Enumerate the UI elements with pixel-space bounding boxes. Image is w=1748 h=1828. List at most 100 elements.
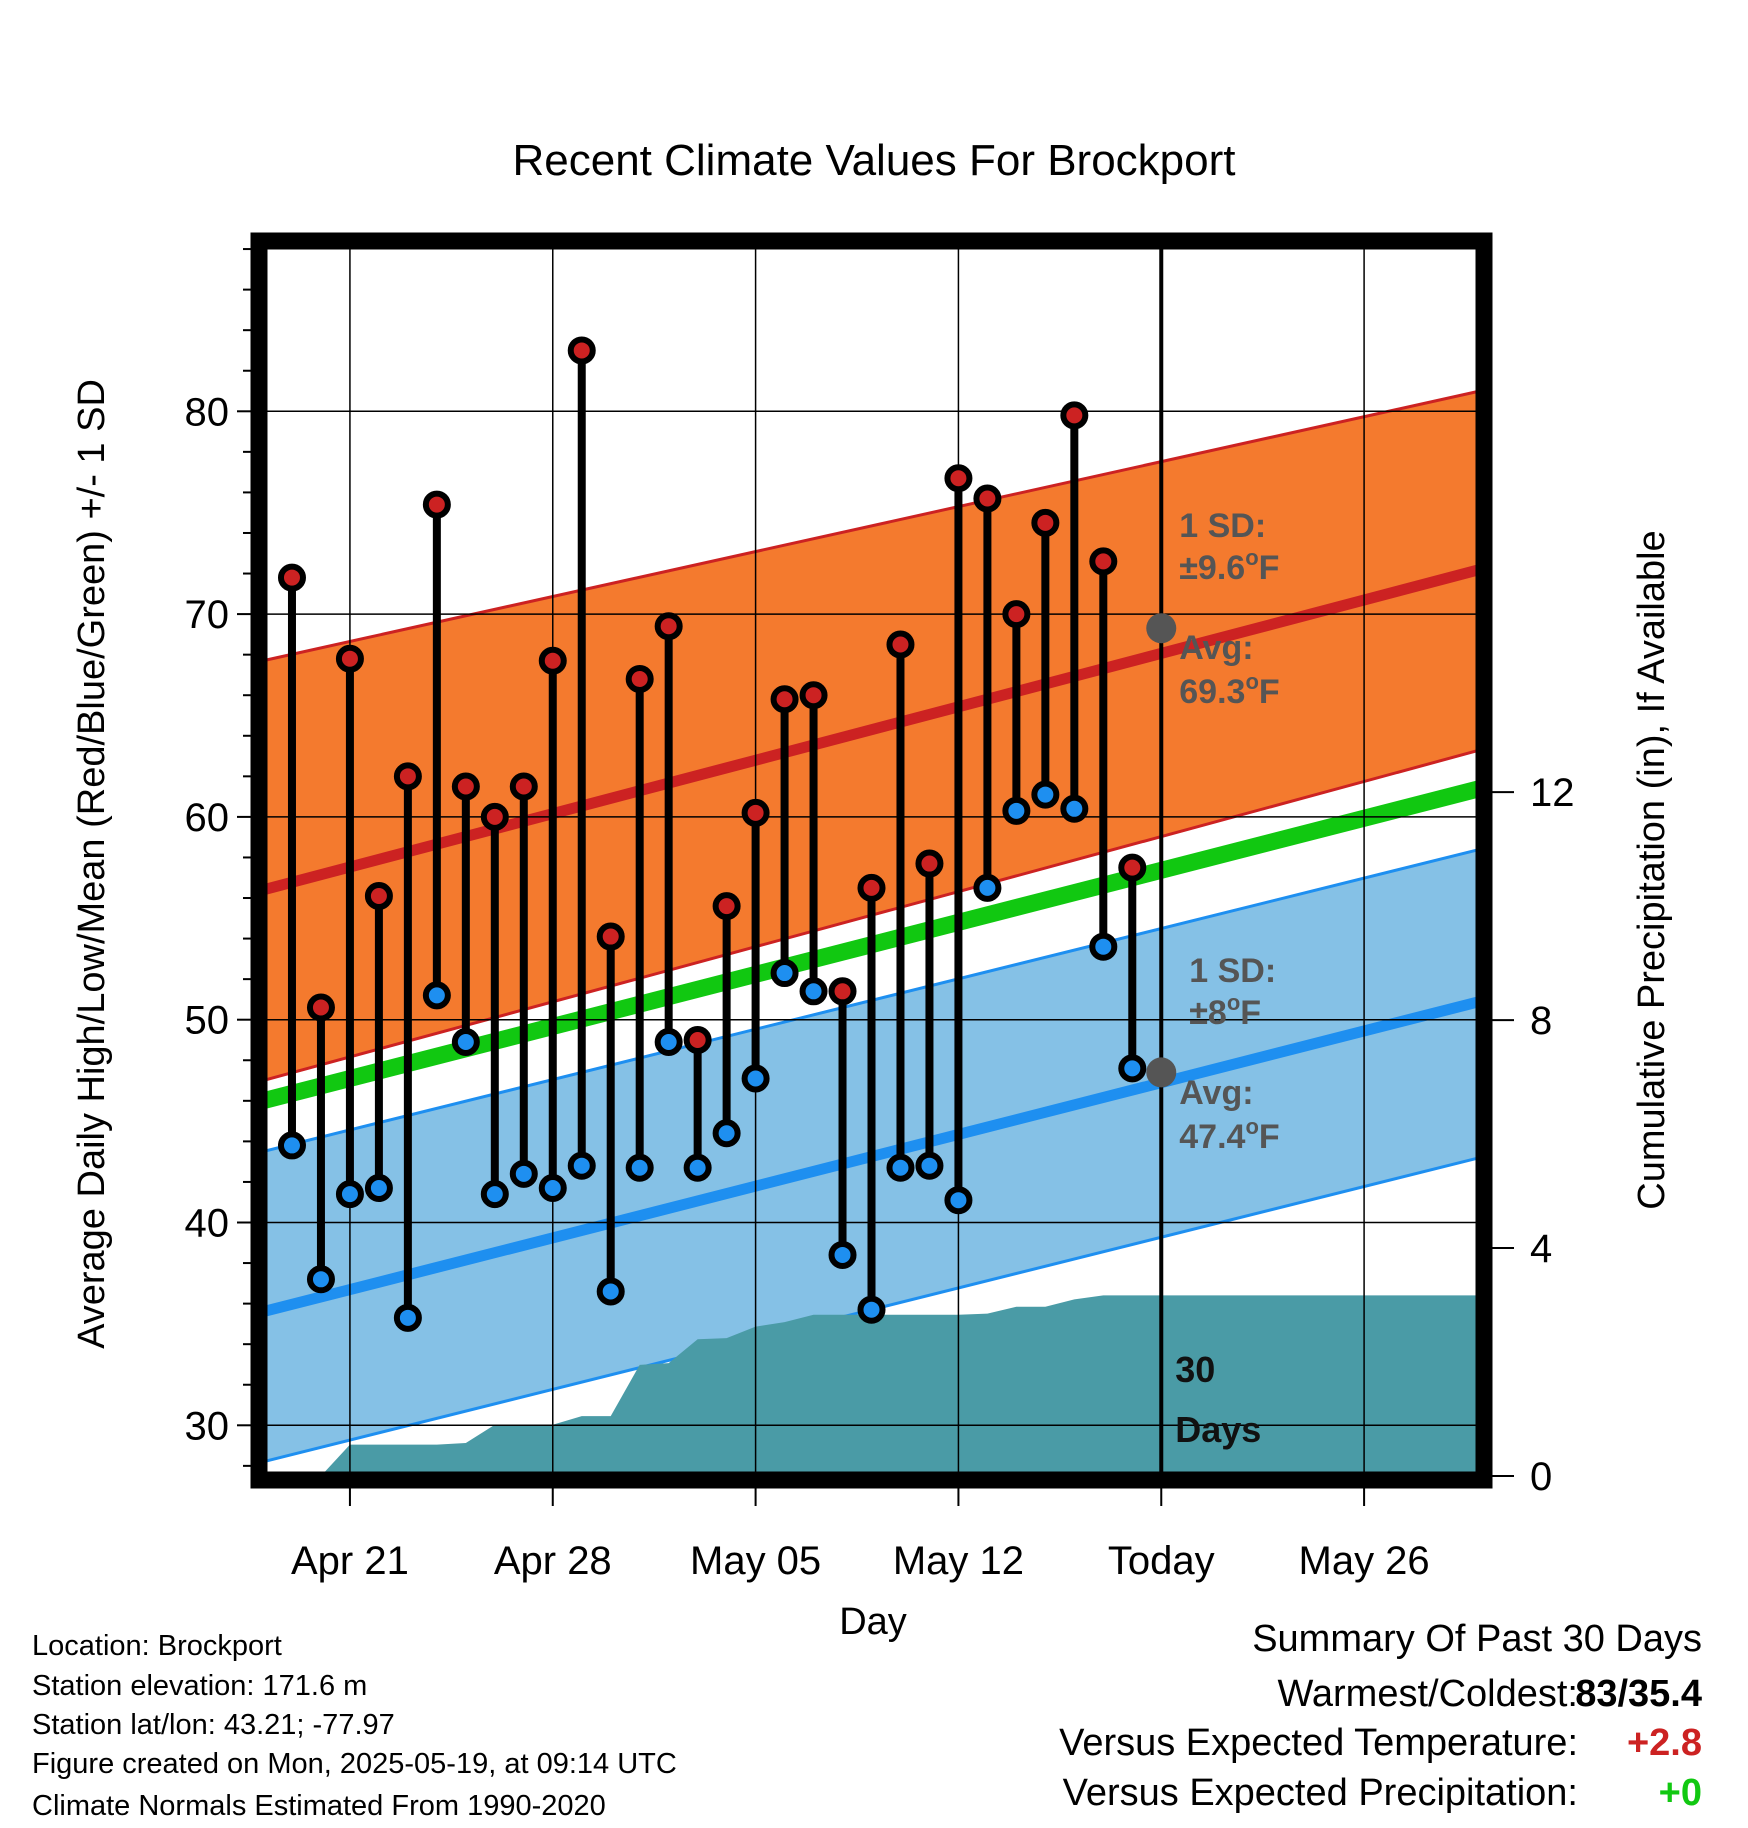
high-point	[886, 630, 915, 659]
summary-temp-row: Versus Expected Temperature: +2.8	[0, 1722, 1748, 1768]
daily-points	[277, 336, 1147, 1332]
high-point	[1060, 401, 1089, 430]
days-label-text: Days	[1175, 1409, 1261, 1450]
high-sd-degree: o	[1245, 545, 1258, 570]
summary-warmest-label: Warmest/Coldest:	[1277, 1673, 1578, 1715]
low-point	[422, 981, 451, 1010]
low-sd-value: ±8oF	[1189, 990, 1261, 1032]
low-point	[799, 977, 828, 1006]
summary-title: Summary Of Past 30 Days	[1252, 1618, 1702, 1660]
high-point	[306, 993, 335, 1022]
low-sd-unit: F	[1240, 994, 1261, 1032]
high-point	[741, 798, 770, 827]
low-point	[596, 1277, 625, 1306]
low-point	[683, 1153, 712, 1182]
low-point	[1118, 1054, 1147, 1083]
high-point	[973, 484, 1002, 513]
high-sd-band	[263, 391, 1480, 1081]
x-tick-label: May 12	[893, 1539, 1024, 1583]
low-point	[1060, 794, 1089, 823]
low-point	[480, 1180, 509, 1209]
low-point	[741, 1064, 770, 1093]
high-point	[335, 644, 364, 673]
low-sd-title: 1 SD:	[1189, 952, 1276, 990]
summary-temp-value: +2.8	[1626, 1722, 1702, 1764]
axes: 30 40 50 60 70 80 0 4 8 12 Apr 21 Apr 28 May 05 May 1…	[185, 248, 1575, 1583]
low-avg-unit: F	[1259, 1118, 1280, 1156]
low-avg-value: 47.4oF	[1179, 1114, 1279, 1156]
y2-tick-label: 12	[1530, 771, 1575, 815]
info-normals: Climate Normals Estimated From 1990-2020	[32, 1790, 606, 1822]
high-point	[393, 762, 422, 791]
low-point	[654, 1028, 683, 1057]
high-point	[451, 772, 480, 801]
high-point	[944, 464, 973, 493]
info-elevation: Station elevation: 171.6 m	[32, 1670, 368, 1702]
high-point	[712, 892, 741, 921]
low-point	[1089, 932, 1118, 961]
low-point	[857, 1295, 886, 1324]
high-sd-unit: F	[1259, 549, 1280, 587]
low-avg-marker	[1146, 1057, 1177, 1088]
high-point	[828, 977, 857, 1006]
high-avg-title: Avg:	[1179, 629, 1253, 667]
high-avg-degree: o	[1245, 669, 1258, 694]
high-point	[1002, 600, 1031, 629]
summary-warmest-value: 83/35.4	[1575, 1673, 1702, 1715]
y2-tick-label: 8	[1530, 999, 1552, 1043]
y2-tick-label: 4	[1530, 1227, 1552, 1271]
low-point	[828, 1240, 857, 1269]
y-tick-label: 50	[185, 999, 230, 1043]
high-point	[1118, 853, 1147, 882]
low-point	[306, 1265, 335, 1294]
low-point	[915, 1151, 944, 1180]
summary-warmest-row: Warmest/Coldest: 83/35.4	[0, 1673, 1748, 1719]
low-point	[538, 1174, 567, 1203]
low-point	[1002, 796, 1031, 825]
y-axis-label-left: Average Daily High/Low/Mean (Red/Blue/Gr…	[71, 379, 113, 1349]
high-point	[683, 1025, 712, 1054]
days-label-number: 30	[1175, 1349, 1215, 1390]
x-tick-label: Today	[1108, 1539, 1215, 1583]
x-tick-label: Apr 21	[291, 1539, 409, 1583]
info-created: Figure created on Mon, 2025-05-19, at 09…	[32, 1748, 677, 1780]
high-point	[567, 336, 596, 365]
high-sd-title: 1 SD:	[1179, 507, 1266, 545]
precipitation-cumulative-area	[263, 1295, 1480, 1476]
high-point	[915, 849, 944, 878]
y-axis-label-right: Cumulative Precipitation (in), If Availa…	[1631, 530, 1673, 1209]
low-point	[770, 959, 799, 988]
y-tick-label: 30	[185, 1404, 230, 1448]
high-point	[509, 772, 538, 801]
low-avg-title: Avg:	[1179, 1074, 1253, 1112]
low-point	[712, 1119, 741, 1148]
x-axis-label: Day	[839, 1601, 907, 1643]
high-point	[654, 612, 683, 641]
y-tick-label: 40	[185, 1201, 230, 1245]
low-sd-degree: o	[1227, 990, 1240, 1015]
low-point	[509, 1159, 538, 1188]
high-point	[538, 646, 567, 675]
y-tick-label: 60	[185, 796, 230, 840]
high-sd-value: ±9.6oF	[1179, 545, 1279, 587]
low-point	[886, 1153, 915, 1182]
high-point	[857, 873, 886, 902]
summary-precip-row: Versus Expected Precipitation: +0	[0, 1772, 1748, 1818]
low-point	[335, 1180, 364, 1209]
high-sd-upper-line	[262, 389, 1481, 663]
y-tick-label: 80	[185, 390, 230, 434]
x-tick-label: May 26	[1299, 1539, 1430, 1583]
y-tick-label: 70	[185, 593, 230, 637]
daily-range-stems	[287, 350, 1137, 1318]
high-point	[277, 563, 306, 592]
summary-precip-value: +0	[1658, 1772, 1702, 1814]
summary-precip-label: Versus Expected Precipitation:	[1062, 1772, 1578, 1814]
low-point	[625, 1153, 654, 1182]
low-point	[973, 873, 1002, 902]
plot-border	[250, 232, 1493, 1489]
low-point	[1031, 780, 1060, 809]
y2-tick-label: 0	[1530, 1455, 1552, 1499]
info-latlon: Station lat/lon: 43.21; -77.97	[32, 1709, 395, 1741]
